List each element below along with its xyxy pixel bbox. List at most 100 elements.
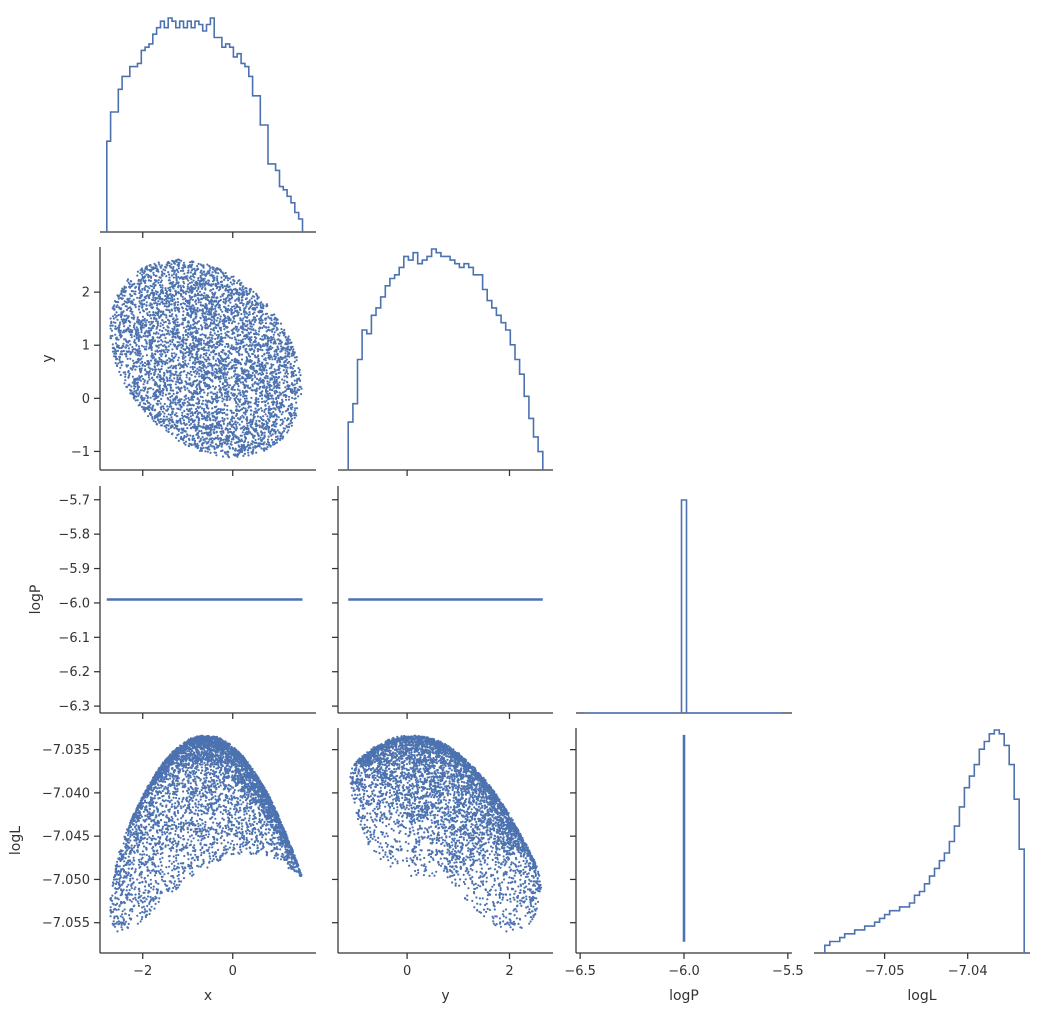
scatter-point [268, 412, 271, 415]
scatter-point [242, 341, 245, 344]
scatter-point [137, 345, 141, 348]
scatter-point [178, 362, 181, 365]
scatter-point [165, 424, 168, 427]
scatter-point [213, 370, 216, 373]
scatter-point [208, 434, 211, 437]
scatter-point [135, 365, 138, 368]
scatter-point [148, 387, 151, 390]
scatter-point [205, 273, 208, 276]
scatter-point [146, 380, 149, 383]
scatter-point [241, 338, 245, 341]
scatter-point [249, 401, 252, 404]
scatter-point [146, 331, 149, 334]
scatter-point [275, 326, 278, 329]
scatter-point [276, 368, 279, 371]
scatter-point [230, 367, 233, 370]
scatter-point [247, 441, 250, 444]
scatter-point [286, 366, 289, 369]
scatter-point [254, 318, 257, 321]
scatter-point [277, 396, 280, 400]
scatter-point [228, 384, 232, 387]
scatter-point [237, 305, 240, 308]
scatter-point [189, 308, 192, 311]
scatter-point [142, 335, 145, 338]
scatter-point [232, 311, 235, 314]
scatter-point [248, 299, 251, 302]
scatter-point [281, 437, 284, 440]
scatter-point [261, 355, 264, 358]
scatter-point [187, 321, 190, 324]
scatter-point [251, 440, 254, 443]
scatter-point [181, 306, 184, 309]
scatter-point [193, 439, 196, 443]
scatter-point [241, 319, 244, 322]
scatter-point [198, 382, 201, 385]
scatter-point [300, 387, 303, 390]
scatter-point [232, 430, 236, 433]
scatter-point [200, 413, 203, 416]
scatter-point [221, 427, 224, 430]
scatter-point [273, 321, 276, 324]
scatter-point [151, 288, 154, 291]
scatter-point [287, 405, 290, 408]
scatter-point [251, 371, 254, 375]
scatter-point [185, 408, 189, 411]
scatter-point [126, 357, 129, 360]
scatter-point [258, 330, 261, 333]
scatter-point [235, 427, 238, 430]
scatter-point [196, 367, 199, 370]
scatter-point [256, 405, 259, 408]
scatter-point [241, 327, 244, 330]
scatter-point [200, 443, 204, 446]
scatter-point [252, 341, 255, 344]
scatter-point [246, 320, 249, 323]
scatter-point [208, 371, 211, 374]
scatter-point [252, 323, 255, 326]
scatter-point [159, 420, 162, 424]
scatter-point [215, 422, 218, 425]
scatter-point [129, 306, 132, 309]
scatter-point [182, 280, 185, 283]
scatter-point [236, 310, 239, 313]
scatter-point [233, 417, 236, 420]
scatter-point [117, 297, 120, 300]
scatter-point [208, 400, 211, 403]
scatter-point [242, 371, 245, 374]
scatter-point [214, 443, 218, 446]
scatter-point [215, 287, 218, 290]
scatter-point [248, 344, 251, 347]
scatter-point [152, 273, 155, 276]
scatter-point [299, 385, 302, 388]
scatter-point [182, 419, 185, 422]
scatter-point [216, 281, 220, 284]
scatter-point [194, 411, 197, 415]
scatter-point [279, 322, 283, 325]
scatter-point [155, 345, 158, 348]
scatter-point [169, 403, 172, 406]
scatter-point [297, 367, 300, 370]
scatter-point [254, 400, 258, 404]
scatter-point [173, 294, 176, 298]
scatter-point [203, 284, 206, 287]
scatter-point [159, 276, 162, 279]
scatter-point [158, 384, 162, 387]
scatter-point [207, 349, 210, 352]
scatter-point [206, 392, 210, 395]
scatter-point [252, 307, 255, 310]
scatter-point [246, 293, 249, 296]
scatter-point [275, 396, 278, 399]
scatter-point [227, 299, 231, 302]
scatter-point [258, 317, 261, 320]
scatter-point [235, 377, 238, 380]
scatter-point [138, 282, 141, 285]
scatter-point [154, 358, 157, 361]
scatter-point [175, 279, 178, 282]
scatter-point [220, 332, 223, 335]
scatter-point [169, 413, 172, 417]
scatter-point [141, 363, 145, 366]
scatter-point [182, 261, 186, 264]
scatter-point [144, 335, 147, 338]
scatter-point [178, 403, 181, 406]
scatter-point [132, 317, 135, 321]
scatter-point [135, 353, 138, 356]
